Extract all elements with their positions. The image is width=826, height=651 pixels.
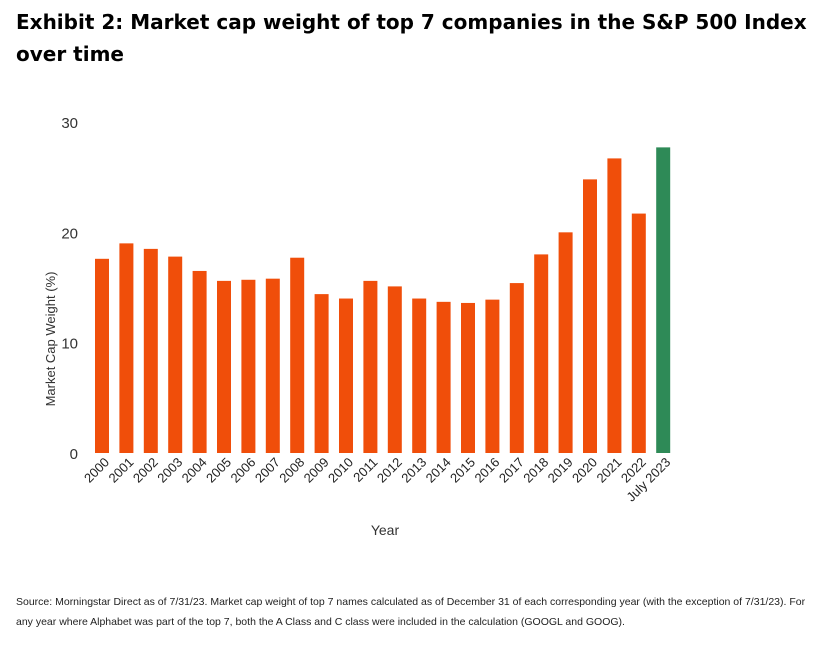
bar-2019 xyxy=(558,232,573,453)
x-tick-label: 2014 xyxy=(423,455,454,486)
x-tick-label: 2019 xyxy=(545,455,576,486)
x-tick-label: 2015 xyxy=(447,455,478,486)
bar-2020 xyxy=(583,179,597,453)
x-tick-label: 2009 xyxy=(301,455,332,486)
bar-2005 xyxy=(217,280,231,453)
bar-july-2023 xyxy=(656,147,671,454)
x-tick-label: 2010 xyxy=(325,455,356,486)
bar-2009 xyxy=(314,294,329,453)
bar-2002 xyxy=(143,248,158,453)
x-tick-label: 2018 xyxy=(520,455,551,486)
bar-2013 xyxy=(412,298,427,453)
bar-2022 xyxy=(631,213,646,453)
x-tick-label: 2013 xyxy=(398,455,429,486)
y-tick-label: 30 xyxy=(61,115,78,132)
x-tick-label: 2008 xyxy=(276,455,307,486)
y-tick-label: 10 xyxy=(61,336,78,353)
bar-2000 xyxy=(95,258,109,453)
bar-2016 xyxy=(485,299,500,453)
bar-2017 xyxy=(509,283,524,453)
x-tick-label: 2001 xyxy=(105,455,136,486)
chart-title: Exhibit 2: Market cap weight of top 7 co… xyxy=(16,10,807,66)
y-tick-label: 20 xyxy=(61,225,78,242)
x-tick-label: 2020 xyxy=(569,455,600,486)
x-axis-label: Year xyxy=(371,522,400,538)
bar-2010 xyxy=(339,298,353,453)
y-tick-label: 0 xyxy=(70,446,78,463)
x-tick-label: 2011 xyxy=(350,455,380,485)
bar-2006 xyxy=(241,279,256,453)
x-tick-label: 2021 xyxy=(593,455,624,486)
x-tick-label: 2016 xyxy=(471,455,502,486)
bar-2004 xyxy=(192,270,207,453)
bar-2021 xyxy=(607,158,622,453)
x-tick-label: 2005 xyxy=(203,455,234,486)
x-tick-label: 2004 xyxy=(179,455,210,486)
bar-2012 xyxy=(387,286,402,453)
bar-2001 xyxy=(119,243,134,453)
x-tick-label: 2002 xyxy=(130,455,161,486)
y-axis-label: Market Cap Weight (%) xyxy=(43,272,58,407)
bar-2008 xyxy=(290,257,305,453)
x-tick-label: 2012 xyxy=(374,455,405,486)
x-tick-label: 2006 xyxy=(227,455,258,486)
bar-2003 xyxy=(168,256,183,453)
bar-2014 xyxy=(436,301,451,453)
bar-chart: 0 10 20 30 Market Cap Weight (%) 200020012002… xyxy=(43,115,673,538)
x-tick-label: 2007 xyxy=(252,455,283,486)
x-tick-label: 2017 xyxy=(496,455,527,486)
bar-2007 xyxy=(265,278,280,453)
bar-2011 xyxy=(363,280,378,453)
source-note: Source: Morningstar Direct as of 7/31/23… xyxy=(16,596,806,628)
x-tick-label: 2000 xyxy=(81,455,112,486)
bar-2018 xyxy=(534,254,549,453)
x-tick-label: 2003 xyxy=(154,455,185,486)
bar-2015 xyxy=(461,302,475,453)
